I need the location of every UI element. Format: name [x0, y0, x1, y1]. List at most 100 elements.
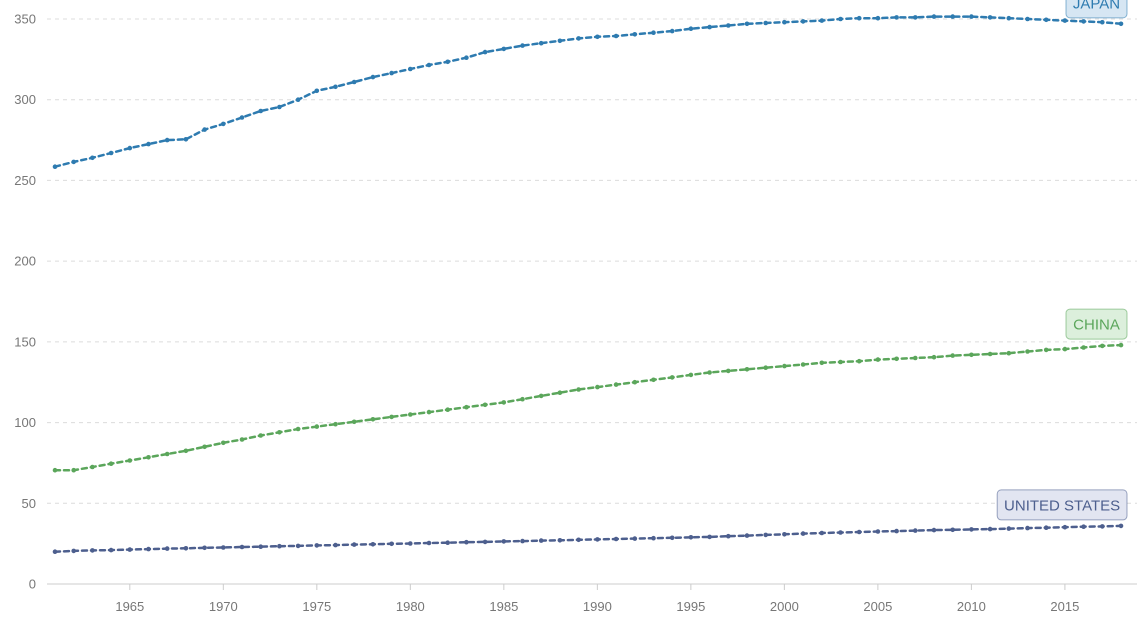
data-point [595, 34, 600, 40]
data-point [520, 538, 525, 544]
x-tick-label: 2010 [957, 599, 986, 614]
data-point [108, 547, 114, 553]
data-point [1118, 523, 1124, 529]
data-point [576, 387, 581, 392]
data-point [389, 70, 394, 76]
data-point [183, 546, 189, 551]
series-line [53, 15, 1123, 168]
data-point [520, 43, 525, 48]
data-point [426, 540, 432, 546]
data-point [239, 544, 245, 550]
data-point [370, 542, 376, 547]
data-point [183, 137, 189, 142]
series-label-text: CHINA [1073, 317, 1120, 334]
data-point [838, 16, 843, 22]
data-point [71, 548, 76, 554]
data-point [221, 121, 226, 127]
data-point [146, 141, 151, 147]
series-label-box [1065, 0, 1128, 19]
y-tick-label: 150 [14, 334, 36, 349]
data-point [164, 451, 170, 457]
data-point [1006, 350, 1012, 356]
data-point [1062, 524, 1068, 530]
data-point [501, 46, 507, 52]
data-point [1062, 346, 1068, 352]
data-point [782, 532, 787, 537]
data-point [987, 526, 993, 532]
data-point [314, 424, 320, 429]
y-tick-label: 350 [14, 12, 36, 27]
data-point [557, 390, 563, 396]
data-point [389, 414, 394, 420]
data-point [913, 15, 918, 20]
data-point [1118, 342, 1124, 348]
series-label-japan: JAPAN [1065, 0, 1128, 19]
y-tick-label: 100 [14, 415, 36, 430]
data-point [669, 535, 675, 541]
data-point [763, 532, 768, 538]
x-tick-label: 1995 [676, 599, 705, 614]
x-tick-label: 1985 [489, 599, 518, 614]
data-point [557, 538, 563, 543]
data-point [1118, 21, 1124, 27]
data-point [239, 437, 245, 442]
data-point [370, 417, 376, 422]
data-point [146, 455, 151, 460]
data-point [333, 421, 338, 427]
data-point [408, 66, 413, 72]
data-point [1100, 524, 1105, 529]
data-point [726, 368, 731, 374]
data-point [127, 547, 133, 552]
data-point [595, 384, 600, 390]
data-point [52, 467, 58, 473]
data-point [931, 14, 937, 19]
data-point [819, 360, 825, 366]
data-point [800, 362, 806, 367]
data-point [1062, 18, 1068, 23]
data-point [538, 538, 544, 543]
x-tick-label: 2000 [770, 599, 799, 614]
data-point [408, 541, 413, 546]
data-point [913, 528, 918, 533]
data-point [931, 354, 937, 360]
y-tick-label: 250 [14, 173, 36, 188]
data-point [819, 530, 825, 536]
data-point [576, 537, 581, 543]
data-point [108, 150, 114, 156]
data-point [726, 533, 731, 539]
data-point [258, 433, 264, 438]
data-point [314, 88, 320, 94]
data-point [613, 536, 619, 542]
data-point [295, 97, 301, 102]
data-point [164, 137, 170, 143]
data-point [1025, 16, 1030, 22]
data-point [258, 544, 264, 549]
data-point [1043, 17, 1049, 23]
data-point [71, 467, 76, 473]
data-point [819, 18, 825, 23]
data-point [707, 370, 712, 375]
data-point [52, 164, 58, 169]
series-label-text: JAPAN [1073, 0, 1120, 12]
x-tick-label: 1965 [115, 599, 144, 614]
data-point [950, 14, 955, 19]
data-point [127, 458, 133, 463]
series-label-box [1065, 308, 1128, 340]
data-point [1081, 19, 1086, 24]
y-tick-label: 0 [29, 577, 36, 592]
series-label-united-states: UNITED STATES [996, 489, 1128, 521]
data-point [146, 546, 151, 552]
data-point [426, 409, 432, 415]
data-point [1006, 526, 1012, 531]
y-tick-label: 300 [14, 92, 36, 107]
data-point [426, 62, 432, 68]
data-point [351, 542, 357, 547]
data-point [969, 352, 974, 358]
data-point [669, 28, 675, 34]
data-point [202, 444, 207, 450]
data-point [108, 461, 114, 467]
data-point [800, 531, 806, 536]
data-point [707, 534, 712, 540]
data-point [688, 372, 694, 378]
